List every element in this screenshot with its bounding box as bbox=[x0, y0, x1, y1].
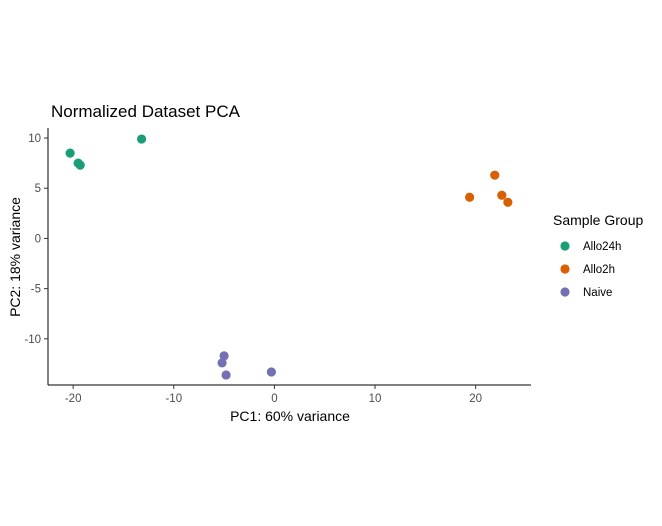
legend-marker bbox=[560, 287, 570, 297]
legend-title: Sample Group bbox=[553, 212, 643, 228]
data-point-allo2h bbox=[490, 170, 500, 180]
legend-label: Allo24h bbox=[583, 241, 621, 253]
x-ticks: -20 -10 0 10 20 bbox=[65, 385, 482, 405]
data-point-naive bbox=[266, 367, 276, 377]
legend-item-allo24h: Allo24h bbox=[560, 241, 621, 253]
y-axis-title: PC2: 18% variance bbox=[7, 197, 23, 317]
legend-label: Allo2h bbox=[583, 264, 615, 276]
data-point-allo24h bbox=[75, 160, 85, 170]
legend-label: Naive bbox=[583, 287, 612, 299]
x-tick-label: -10 bbox=[165, 393, 182, 405]
data-point-allo24h bbox=[65, 148, 75, 158]
legend-marker bbox=[560, 241, 570, 251]
axes: -20 -10 0 10 20 10 5 0 -5 -10 bbox=[24, 128, 531, 405]
legend-item-allo2h: Allo2h bbox=[560, 264, 615, 276]
data-point-allo2h bbox=[497, 190, 507, 200]
y-tick-label: 5 bbox=[35, 183, 41, 195]
data-point-naive bbox=[217, 358, 227, 368]
legend-item-naive: Naive bbox=[560, 287, 612, 299]
y-tick-label: 0 bbox=[35, 233, 41, 245]
y-ticks: 10 5 0 -5 -10 bbox=[24, 133, 48, 346]
x-axis-title: PC1: 60% variance bbox=[230, 408, 350, 424]
y-tick-label: -5 bbox=[31, 284, 41, 296]
x-tick-label: -20 bbox=[65, 393, 82, 405]
data-point-allo2h bbox=[465, 192, 475, 202]
y-tick-label: -10 bbox=[24, 334, 41, 346]
y-tick-label: 10 bbox=[28, 133, 41, 145]
data-point-naive bbox=[221, 370, 231, 380]
chart-title: Normalized Dataset PCA bbox=[51, 102, 241, 121]
x-tick-label: 20 bbox=[469, 393, 482, 405]
x-tick-label: 10 bbox=[369, 393, 382, 405]
data-points bbox=[65, 134, 513, 380]
data-point-naive bbox=[219, 351, 229, 361]
x-tick-label: 0 bbox=[271, 393, 277, 405]
data-point-allo2h bbox=[503, 197, 513, 207]
legend-items: Allo24h Allo2h Naive bbox=[560, 241, 621, 299]
legend-marker bbox=[560, 264, 570, 274]
data-point-allo24h bbox=[136, 134, 147, 144]
legend: Sample Group Allo24h Allo2h Naive bbox=[553, 212, 643, 299]
